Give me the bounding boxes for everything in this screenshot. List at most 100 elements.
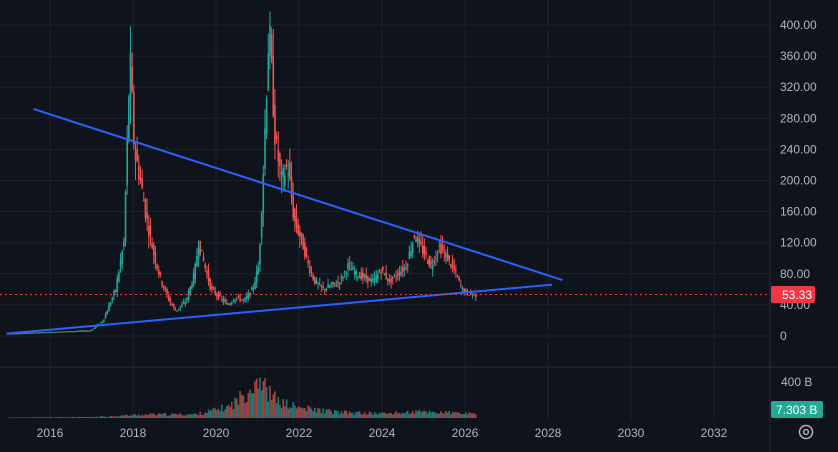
volume-bar [320, 413, 323, 418]
candle-body [373, 277, 376, 280]
candle-body [363, 275, 366, 277]
volume-bar [237, 404, 240, 418]
candle-body [310, 271, 313, 273]
volume-bar [388, 412, 391, 418]
candle-body [294, 209, 296, 222]
candle-body [282, 168, 285, 178]
candle-body [139, 177, 142, 181]
candle-body [63, 331, 65, 333]
volume-bar [456, 412, 459, 418]
volume-bar [418, 409, 421, 418]
volume-bar [345, 410, 348, 418]
price-axis: 040.0080.00120.00160.00200.00240.00280.0… [780, 18, 817, 343]
candle-body [387, 278, 389, 282]
candle-body [337, 281, 339, 283]
candle-body [436, 254, 439, 256]
volume-bar [149, 413, 152, 418]
candle-body [179, 306, 182, 309]
volume-bar [375, 413, 377, 418]
volume-bar [435, 412, 437, 418]
volume-bar [58, 417, 60, 418]
candle-body [104, 314, 107, 319]
volume-bar [347, 414, 349, 418]
candle-body [214, 290, 216, 295]
volume-bar [56, 417, 59, 418]
candle-body [398, 272, 401, 276]
candle-body [473, 293, 475, 295]
volume-bar [121, 415, 124, 418]
candle-body [187, 291, 190, 300]
settings-gear-icon[interactable] [798, 424, 814, 440]
candle-body [229, 303, 231, 305]
candle-body [40, 332, 42, 334]
volume-bar [138, 414, 140, 418]
volume-bar [176, 414, 178, 418]
volume-bar [171, 413, 173, 418]
candle-body [370, 278, 373, 283]
volume-bar [362, 414, 364, 418]
trendline [33, 108, 563, 281]
volume-bar [11, 417, 14, 419]
candle-body [136, 148, 138, 162]
candle-body [103, 319, 105, 322]
candle-body [440, 243, 442, 255]
candle-body [240, 299, 243, 301]
candle-body [380, 272, 382, 274]
volume-bar [433, 412, 436, 418]
candle-body [217, 292, 220, 299]
volume-bar [64, 417, 67, 418]
candle-body [181, 304, 183, 307]
volume-bar [287, 408, 290, 418]
candle-body [270, 34, 273, 59]
volume-bar [332, 414, 334, 418]
volume-bar [191, 414, 193, 418]
volume-bar [106, 416, 109, 418]
candle-body [300, 232, 303, 236]
candle-body [225, 302, 228, 305]
volume-bar [431, 411, 434, 418]
candle-body [101, 321, 104, 323]
current-price-badge [771, 286, 815, 303]
current-volume-label: 7.303 B [776, 403, 817, 417]
volume-bar [71, 416, 74, 418]
volume-bar [428, 410, 431, 418]
candle-body [138, 164, 140, 180]
volume-bar [413, 413, 416, 418]
volume-bar [232, 409, 235, 418]
candle-body [58, 331, 60, 333]
volume-bar [172, 413, 175, 418]
time-tick-label: 2018 [120, 426, 147, 440]
candle-body [257, 267, 260, 275]
candle-body [390, 278, 392, 283]
volume-bar [116, 416, 119, 418]
candle-body [393, 275, 396, 277]
volume-bar [450, 414, 452, 418]
candle-body [352, 267, 354, 270]
volume-bar [318, 408, 321, 418]
candle-body [460, 284, 462, 286]
candle-body [421, 245, 424, 254]
volume-bar [304, 408, 306, 418]
volume-bar [360, 414, 363, 418]
candle-body [411, 242, 414, 253]
candle-body [152, 244, 155, 255]
candle-body [365, 274, 368, 279]
volume-bar [350, 412, 353, 418]
volume-bar [400, 413, 402, 418]
candle-body [59, 331, 62, 333]
volume-bar [114, 416, 117, 418]
volume-bar [411, 410, 414, 418]
candle-body [347, 263, 349, 270]
volume-bar [13, 417, 16, 419]
candle-body [73, 331, 75, 333]
volume-bar [78, 416, 80, 418]
candle-body [433, 260, 436, 263]
candle-body [201, 249, 203, 252]
candle-body [209, 278, 211, 290]
candle-body [423, 245, 426, 256]
candle-body [159, 272, 162, 276]
candle-body [56, 331, 59, 333]
candle-body [207, 270, 210, 282]
